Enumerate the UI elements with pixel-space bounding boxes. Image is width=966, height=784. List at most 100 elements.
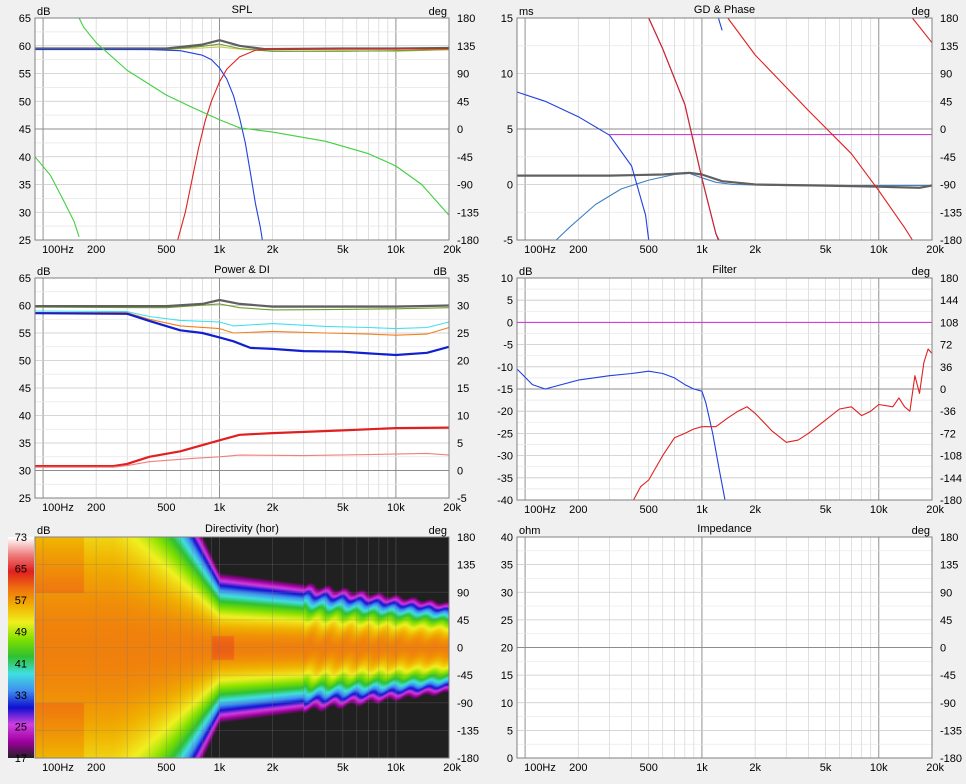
y-left-tick-label: 25 xyxy=(19,235,31,247)
y-left-tick-label: 65 xyxy=(19,273,31,285)
series-line-3 xyxy=(35,49,263,241)
y-right-tick-label: 0 xyxy=(457,124,463,136)
x-tick-label: 1k xyxy=(696,504,708,516)
x-tick-label: 100Hz xyxy=(524,762,556,774)
y-right-tick-label: -45 xyxy=(457,152,473,164)
y-right-tick-label: 135 xyxy=(457,41,475,53)
y-left-tick-label: 30 xyxy=(19,466,31,478)
left-axis-unit: ms xyxy=(519,6,534,18)
x-tick-label: 20k xyxy=(443,244,461,256)
y-right-tick-label: 72 xyxy=(940,340,952,352)
x-tick-label: 500 xyxy=(640,244,658,256)
y-left-tick-label: 10 xyxy=(501,273,513,285)
y-left-tick-label: 60 xyxy=(19,41,31,53)
plot-border xyxy=(516,277,933,501)
left-axis-unit: ohm xyxy=(519,525,540,537)
y-right-tick-label: 144 xyxy=(940,295,958,307)
x-tick-label: 2k xyxy=(267,762,279,774)
y-left-tick-label: -10 xyxy=(497,362,513,374)
y-left-tick-label: -40 xyxy=(497,495,513,507)
series-line-2 xyxy=(517,171,933,189)
chart-directivity: Directivity (hor) dB deg 100Hz 200 500 1k 2k 5k 1… xyxy=(8,523,479,774)
x-tick-label: 10k xyxy=(870,762,888,774)
x-tick-label: 100Hz xyxy=(42,762,74,774)
y-right-tick-label: 90 xyxy=(457,587,469,599)
series-line-4 xyxy=(34,312,450,357)
y-left-tick-label: 15 xyxy=(501,670,513,682)
y-left-tick-label: -30 xyxy=(497,451,513,463)
series-line-6 xyxy=(35,452,450,468)
y-right-tick-label: 180 xyxy=(457,532,475,544)
left-axis-unit: dB xyxy=(37,6,50,18)
series-line-5 xyxy=(35,426,450,468)
y-right-tick-label: -45 xyxy=(940,670,956,682)
x-tick-label: 10k xyxy=(870,244,888,256)
plot-border xyxy=(34,536,450,759)
colorbar-tick-label: 25 xyxy=(15,721,27,733)
y-right-tick-label: 90 xyxy=(457,69,469,81)
chart-title: Power & DI xyxy=(214,264,270,276)
y-right-tick-label: -135 xyxy=(940,207,962,219)
y-left-tick-label: 35 xyxy=(19,438,31,450)
y-right-tick-label: 135 xyxy=(940,41,958,53)
y-right-tick-label: -45 xyxy=(940,152,956,164)
y-right-tick-label: -72 xyxy=(940,428,956,440)
y-right-tick-label: 36 xyxy=(940,362,952,374)
y-right-tick-label: 10 xyxy=(457,411,469,423)
y-right-tick-label: 0 xyxy=(940,124,946,136)
y-left-tick-label: 50 xyxy=(19,356,31,368)
y-right-tick-label: -90 xyxy=(940,698,956,710)
x-tick-label: 5k xyxy=(337,762,349,774)
y-right-tick-label: 0 xyxy=(457,466,463,478)
y-right-tick-label: 135 xyxy=(457,560,475,572)
y-right-tick-label: -90 xyxy=(940,180,956,192)
x-tick-label: 1k xyxy=(696,244,708,256)
series-line-2 xyxy=(35,39,450,51)
right-axis-unit: deg xyxy=(429,6,447,18)
y-right-tick-label: 180 xyxy=(940,532,958,544)
right-axis-unit: deg xyxy=(912,6,930,18)
y-left-tick-label: -35 xyxy=(497,473,513,485)
y-right-tick-label: -180 xyxy=(940,753,962,765)
plot-border xyxy=(516,17,933,241)
colorbar xyxy=(8,537,34,758)
y-right-tick-label: -180 xyxy=(457,235,479,247)
x-tick-label: 200 xyxy=(569,762,587,774)
y-right-tick-label: 90 xyxy=(940,587,952,599)
y-left-tick-label: 30 xyxy=(19,207,31,219)
y-right-tick-label: 45 xyxy=(457,615,469,627)
y-right-tick-label: -180 xyxy=(940,495,962,507)
y-right-tick-label: 180 xyxy=(457,13,475,25)
x-tick-label: 20k xyxy=(443,762,461,774)
x-tick-label: 2k xyxy=(749,504,761,516)
x-tick-label: 500 xyxy=(157,244,175,256)
y-left-tick-label: -25 xyxy=(497,428,513,440)
x-tick-label: 5k xyxy=(820,504,832,516)
x-tick-label: 100Hz xyxy=(524,504,556,516)
right-axis-unit: deg xyxy=(912,525,930,537)
left-axis-unit: dB xyxy=(37,266,50,278)
x-tick-label: 2k xyxy=(267,244,279,256)
y-left-tick-label: 20 xyxy=(501,643,513,655)
y-left-tick-label: 45 xyxy=(19,383,31,395)
y-left-tick-label: 60 xyxy=(19,301,31,313)
y-right-tick-label: 15 xyxy=(457,383,469,395)
x-tick-label: 200 xyxy=(87,502,105,514)
y-right-tick-label: 180 xyxy=(940,273,958,285)
x-tick-label: 2k xyxy=(267,502,279,514)
y-left-tick-label: 35 xyxy=(19,180,31,192)
y-left-tick-label: -5 xyxy=(503,235,513,247)
y-right-tick-label: -135 xyxy=(940,725,962,737)
chart-title: GD & Phase xyxy=(694,4,755,16)
x-tick-label: 500 xyxy=(640,762,658,774)
colorbar-tick-label: 17 xyxy=(15,753,27,765)
x-tick-label: 500 xyxy=(640,504,658,516)
y-left-tick-label: 40 xyxy=(501,532,513,544)
chart-title: Filter xyxy=(712,264,737,276)
chart-title: Impedance xyxy=(697,523,751,535)
